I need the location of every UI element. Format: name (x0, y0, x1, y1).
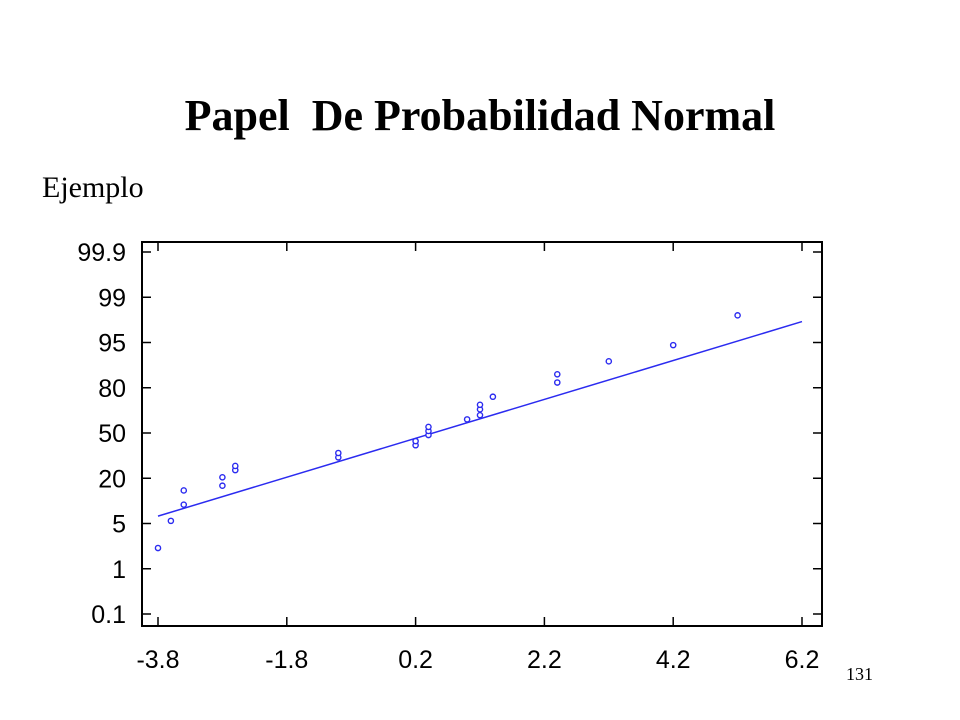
y-tick-label: 20 (98, 465, 126, 493)
x-tick-label: 0.2 (398, 646, 433, 674)
y-tick-label: 1 (112, 556, 126, 584)
x-axis: -3.8 -1.8 0.2 2.2 4.2 6.2 (136, 242, 819, 674)
data-point (463, 416, 471, 423)
data-point (476, 401, 484, 409)
y-tick-label: 80 (98, 375, 126, 403)
y-tick-label: 0.1 (91, 601, 126, 629)
data-point (734, 312, 741, 319)
x-tick-label: 4.2 (656, 646, 691, 674)
y-tick-label: 50 (98, 420, 126, 448)
data-point (219, 473, 226, 481)
data-point (605, 358, 613, 365)
fit-line-layer (157, 320, 803, 517)
y-axis: 99.9 99 95 80 50 20 5 1 0.1 (77, 239, 822, 629)
data-point (412, 437, 419, 445)
data-point (167, 517, 175, 525)
fit-line (157, 320, 803, 517)
y-tick-label: 5 (112, 511, 126, 539)
y-tick-label: 95 (98, 330, 126, 358)
x-tick-label: 6.2 (785, 646, 820, 674)
data-point (231, 462, 239, 470)
slide-subtitle: Ejemplo (42, 171, 144, 204)
data-point (553, 371, 561, 378)
x-tick-label: -1.8 (265, 646, 308, 674)
x-tick-label: 2.2 (527, 646, 562, 674)
data-point (669, 341, 677, 349)
page-number: 131 (846, 664, 873, 684)
data-point (335, 449, 342, 457)
data-points-layer (154, 312, 741, 552)
data-point (154, 544, 162, 552)
data-point (476, 411, 484, 419)
data-point (180, 487, 188, 494)
slide-title: Papel De Probabilidad Normal (184, 91, 776, 140)
x-tick-label: -3.8 (136, 646, 179, 674)
plot-frame (141, 241, 823, 627)
data-point (180, 501, 188, 508)
data-point (553, 379, 561, 386)
data-point (489, 393, 497, 401)
data-point (425, 423, 432, 431)
y-tick-label: 99 (98, 284, 126, 312)
y-tick-label: 99.9 (77, 239, 126, 267)
data-point (219, 482, 226, 490)
